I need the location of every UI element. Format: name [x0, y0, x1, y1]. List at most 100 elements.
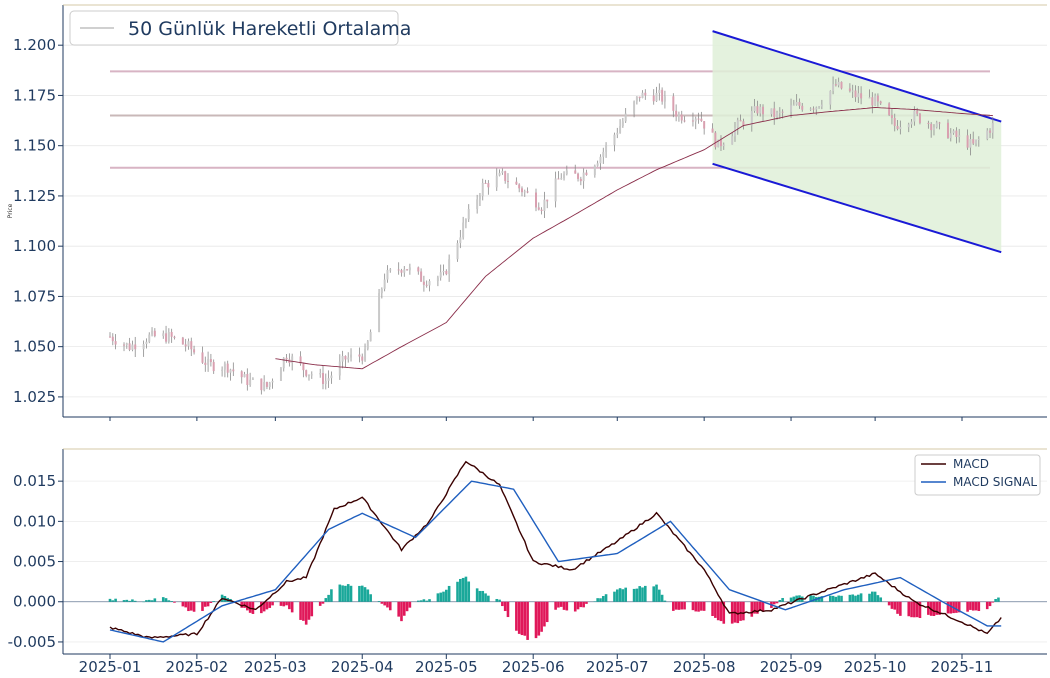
candle-body: [750, 110, 753, 126]
macd-histogram-bar: [128, 600, 131, 602]
x-tick-label: 2025-07: [586, 658, 649, 676]
macd-histogram-bar: [655, 584, 658, 602]
candle-body: [739, 120, 742, 122]
macd-legend-box: [914, 454, 1041, 496]
macd-histogram-bar: [324, 598, 328, 602]
candle-body: [291, 356, 294, 363]
candle-body: [285, 357, 288, 360]
macd-histogram-bar: [402, 601, 406, 616]
macd-histogram-bar: [593, 601, 597, 602]
price-y-tick-label: 1.125: [13, 187, 56, 205]
candle-body: [364, 348, 367, 361]
candle-body: [131, 344, 134, 350]
candle-body: [378, 293, 381, 332]
candle-body: [955, 130, 958, 137]
candle-body: [344, 355, 347, 360]
x-tick-label: 2025-02: [166, 658, 229, 676]
macd-histogram-bar: [932, 601, 936, 617]
candle-body: [602, 151, 605, 157]
candle-body: [574, 170, 577, 174]
macd-histogram-bar: [795, 595, 798, 602]
candle-body: [518, 184, 521, 189]
candle-body: [913, 110, 916, 122]
candle-body: [125, 343, 128, 345]
macd-histogram-bar: [526, 601, 529, 640]
candle-body: [229, 369, 232, 373]
macd-histogram-bar: [288, 601, 291, 610]
price-y-tick-label: 1.100: [13, 237, 56, 255]
macd-histogram-bar: [203, 601, 207, 607]
candle-body: [361, 356, 364, 361]
channel-fill: [712, 31, 1002, 253]
macd-histogram-bar: [840, 595, 843, 602]
candle-body: [624, 113, 627, 122]
candle-body: [403, 269, 406, 273]
macd-histogram-bar: [108, 598, 112, 602]
macd-histogram-bar: [778, 600, 782, 602]
macd-histogram-bar: [187, 601, 190, 612]
macd-histogram-bar: [147, 599, 151, 602]
candle-body: [815, 107, 818, 110]
candle-body: [736, 120, 739, 128]
candle-body: [966, 135, 969, 148]
candle-body: [977, 138, 980, 140]
macd-histogram-bar: [618, 588, 622, 602]
macd-histogram-bar: [299, 601, 302, 620]
candle-body: [380, 288, 383, 294]
macd-histogram-bar: [302, 601, 305, 621]
macd-histogram-bar: [994, 599, 997, 602]
candle-body: [123, 344, 126, 346]
candle-body: [271, 380, 274, 383]
candle-body: [134, 344, 137, 350]
candle-body: [557, 178, 560, 180]
candle-body: [641, 92, 644, 99]
macd-histogram-bar: [184, 601, 187, 608]
macd-histogram-bar: [946, 601, 950, 614]
candle-body: [265, 382, 268, 387]
macd-histogram-bar: [899, 601, 902, 616]
candle-body: [145, 341, 148, 345]
macd-histogram-bar: [582, 601, 585, 608]
macd-histogram-bar: [573, 601, 577, 612]
macd-histogram-bar: [557, 601, 560, 608]
macd-histogram-bar: [125, 599, 129, 602]
candle-body: [207, 359, 210, 365]
macd-histogram-bar: [517, 601, 521, 634]
candle-body: [781, 111, 784, 113]
macd-histogram-bar: [534, 601, 538, 639]
candle-body: [478, 196, 481, 200]
candle-body: [422, 281, 425, 285]
price-y-tick-label: 1.150: [13, 137, 56, 155]
macd-histogram-bar: [599, 598, 602, 602]
macd-histogram-bar: [955, 601, 958, 613]
macd-histogram-bar: [828, 595, 832, 602]
macd-histogram-bar: [859, 593, 863, 602]
candle-body: [279, 368, 282, 381]
macd-histogram-bar: [663, 600, 667, 602]
candle-body: [893, 117, 896, 126]
macd-histogram-bar: [927, 601, 930, 615]
candle-body: [462, 222, 465, 238]
candle-body: [406, 269, 409, 271]
candle-body: [700, 118, 703, 122]
macd-histogram-bar: [938, 601, 941, 615]
candle-body: [302, 363, 305, 371]
candle-body: [714, 132, 717, 148]
candle-body: [703, 121, 706, 129]
macd-histogram-bar: [879, 597, 883, 602]
candle-body: [193, 349, 196, 353]
x-tick-label: 2025-11: [931, 658, 994, 676]
channel-lower-line: [712, 162, 1002, 254]
candle-body: [170, 331, 173, 337]
candle-body: [442, 270, 445, 273]
x-tick-label: 2025-05: [415, 658, 478, 676]
candle-body: [579, 178, 582, 182]
macd-histogram-bar: [700, 601, 703, 611]
candle-body: [111, 336, 114, 342]
macd-histogram-bar: [380, 601, 384, 604]
candle-body: [181, 337, 184, 345]
candle-body: [776, 112, 779, 117]
candle-body: [759, 106, 762, 114]
macd-histogram-bar: [585, 601, 588, 604]
candle-body: [251, 378, 254, 380]
